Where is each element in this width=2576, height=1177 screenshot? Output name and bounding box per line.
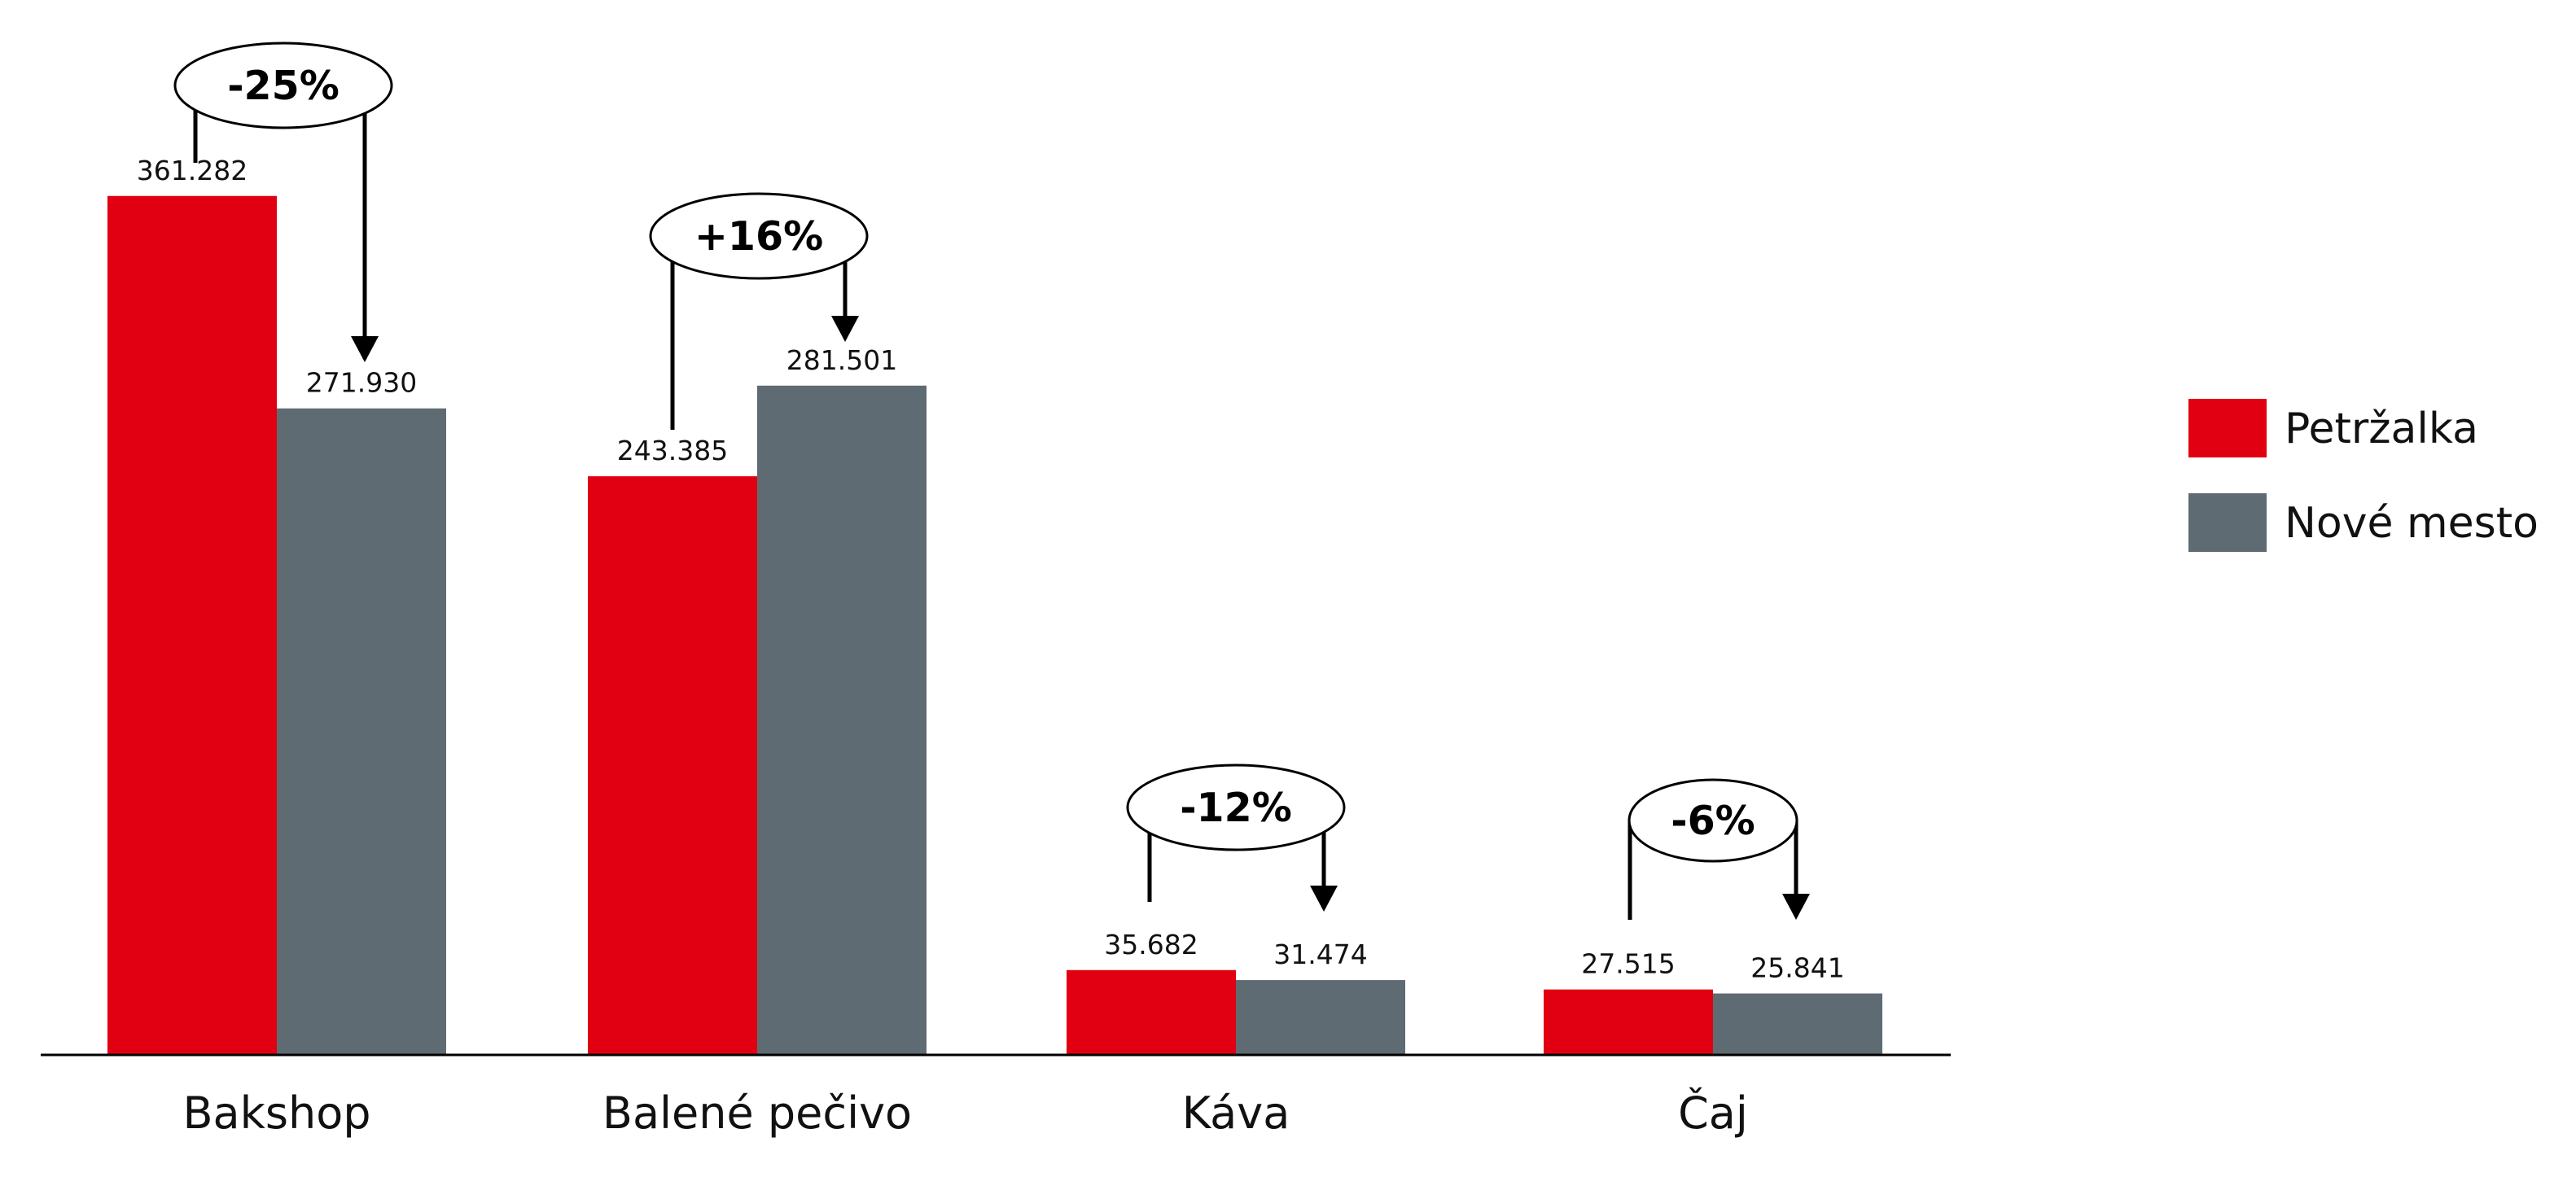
change-arrowhead-3	[1782, 894, 1810, 920]
change-bubble-2	[1126, 764, 1346, 851]
bar-cat-1-series-0	[588, 476, 757, 1055]
change-label-0: -25%	[227, 63, 340, 109]
change-label-1: +16%	[694, 213, 823, 260]
change-arrowhead-1	[831, 316, 859, 342]
data-label-cat-1-series-0: 243.385	[617, 435, 728, 466]
x-tick-label-3: Čaj	[1678, 1087, 1748, 1139]
legend-label-1: Nové mesto	[2285, 499, 2539, 548]
bar-cat-0-series-0	[107, 195, 277, 1056]
change-bubble-0	[173, 42, 393, 129]
bar-cat-2-series-0	[1067, 969, 1236, 1055]
change-bubble-1	[649, 192, 869, 280]
change-label-2: -12%	[1180, 785, 1292, 831]
change-arrowhead-0	[351, 336, 379, 362]
bar-cat-3-series-0	[1544, 989, 1713, 1055]
data-label-cat-1-series-1: 281.501	[786, 344, 897, 376]
x-tick-label-1: Balené pečivo	[602, 1087, 912, 1139]
legend-label-0: Petržalka	[2285, 405, 2478, 453]
change-bubble-3	[1628, 778, 1798, 863]
bar-cat-2-series-1	[1236, 980, 1405, 1055]
change-label-3: -6%	[1671, 798, 1755, 844]
data-label-cat-2-series-1: 31.474	[1273, 939, 1367, 970]
bar-cat-0-series-1	[277, 408, 446, 1056]
x-tick-label-2: Káva	[1182, 1087, 1290, 1139]
data-label-cat-3-series-1: 25.841	[1750, 952, 1844, 984]
x-tick-label-0: Bakshop	[182, 1087, 370, 1139]
data-label-cat-2-series-0: 35.682	[1104, 929, 1198, 960]
data-label-cat-0-series-0: 361.282	[137, 155, 248, 186]
bar-cat-3-series-1	[1713, 993, 1882, 1055]
legend-swatch-0	[2188, 399, 2267, 457]
legend: Petržalka Nové mesto	[2188, 399, 2539, 552]
data-label-cat-0-series-1: 271.930	[306, 367, 417, 399]
legend-swatch-1	[2188, 493, 2267, 552]
data-label-cat-3-series-0: 27.515	[1581, 948, 1675, 980]
bar-cat-1-series-1	[757, 385, 927, 1055]
change-arrowhead-2	[1310, 886, 1338, 912]
